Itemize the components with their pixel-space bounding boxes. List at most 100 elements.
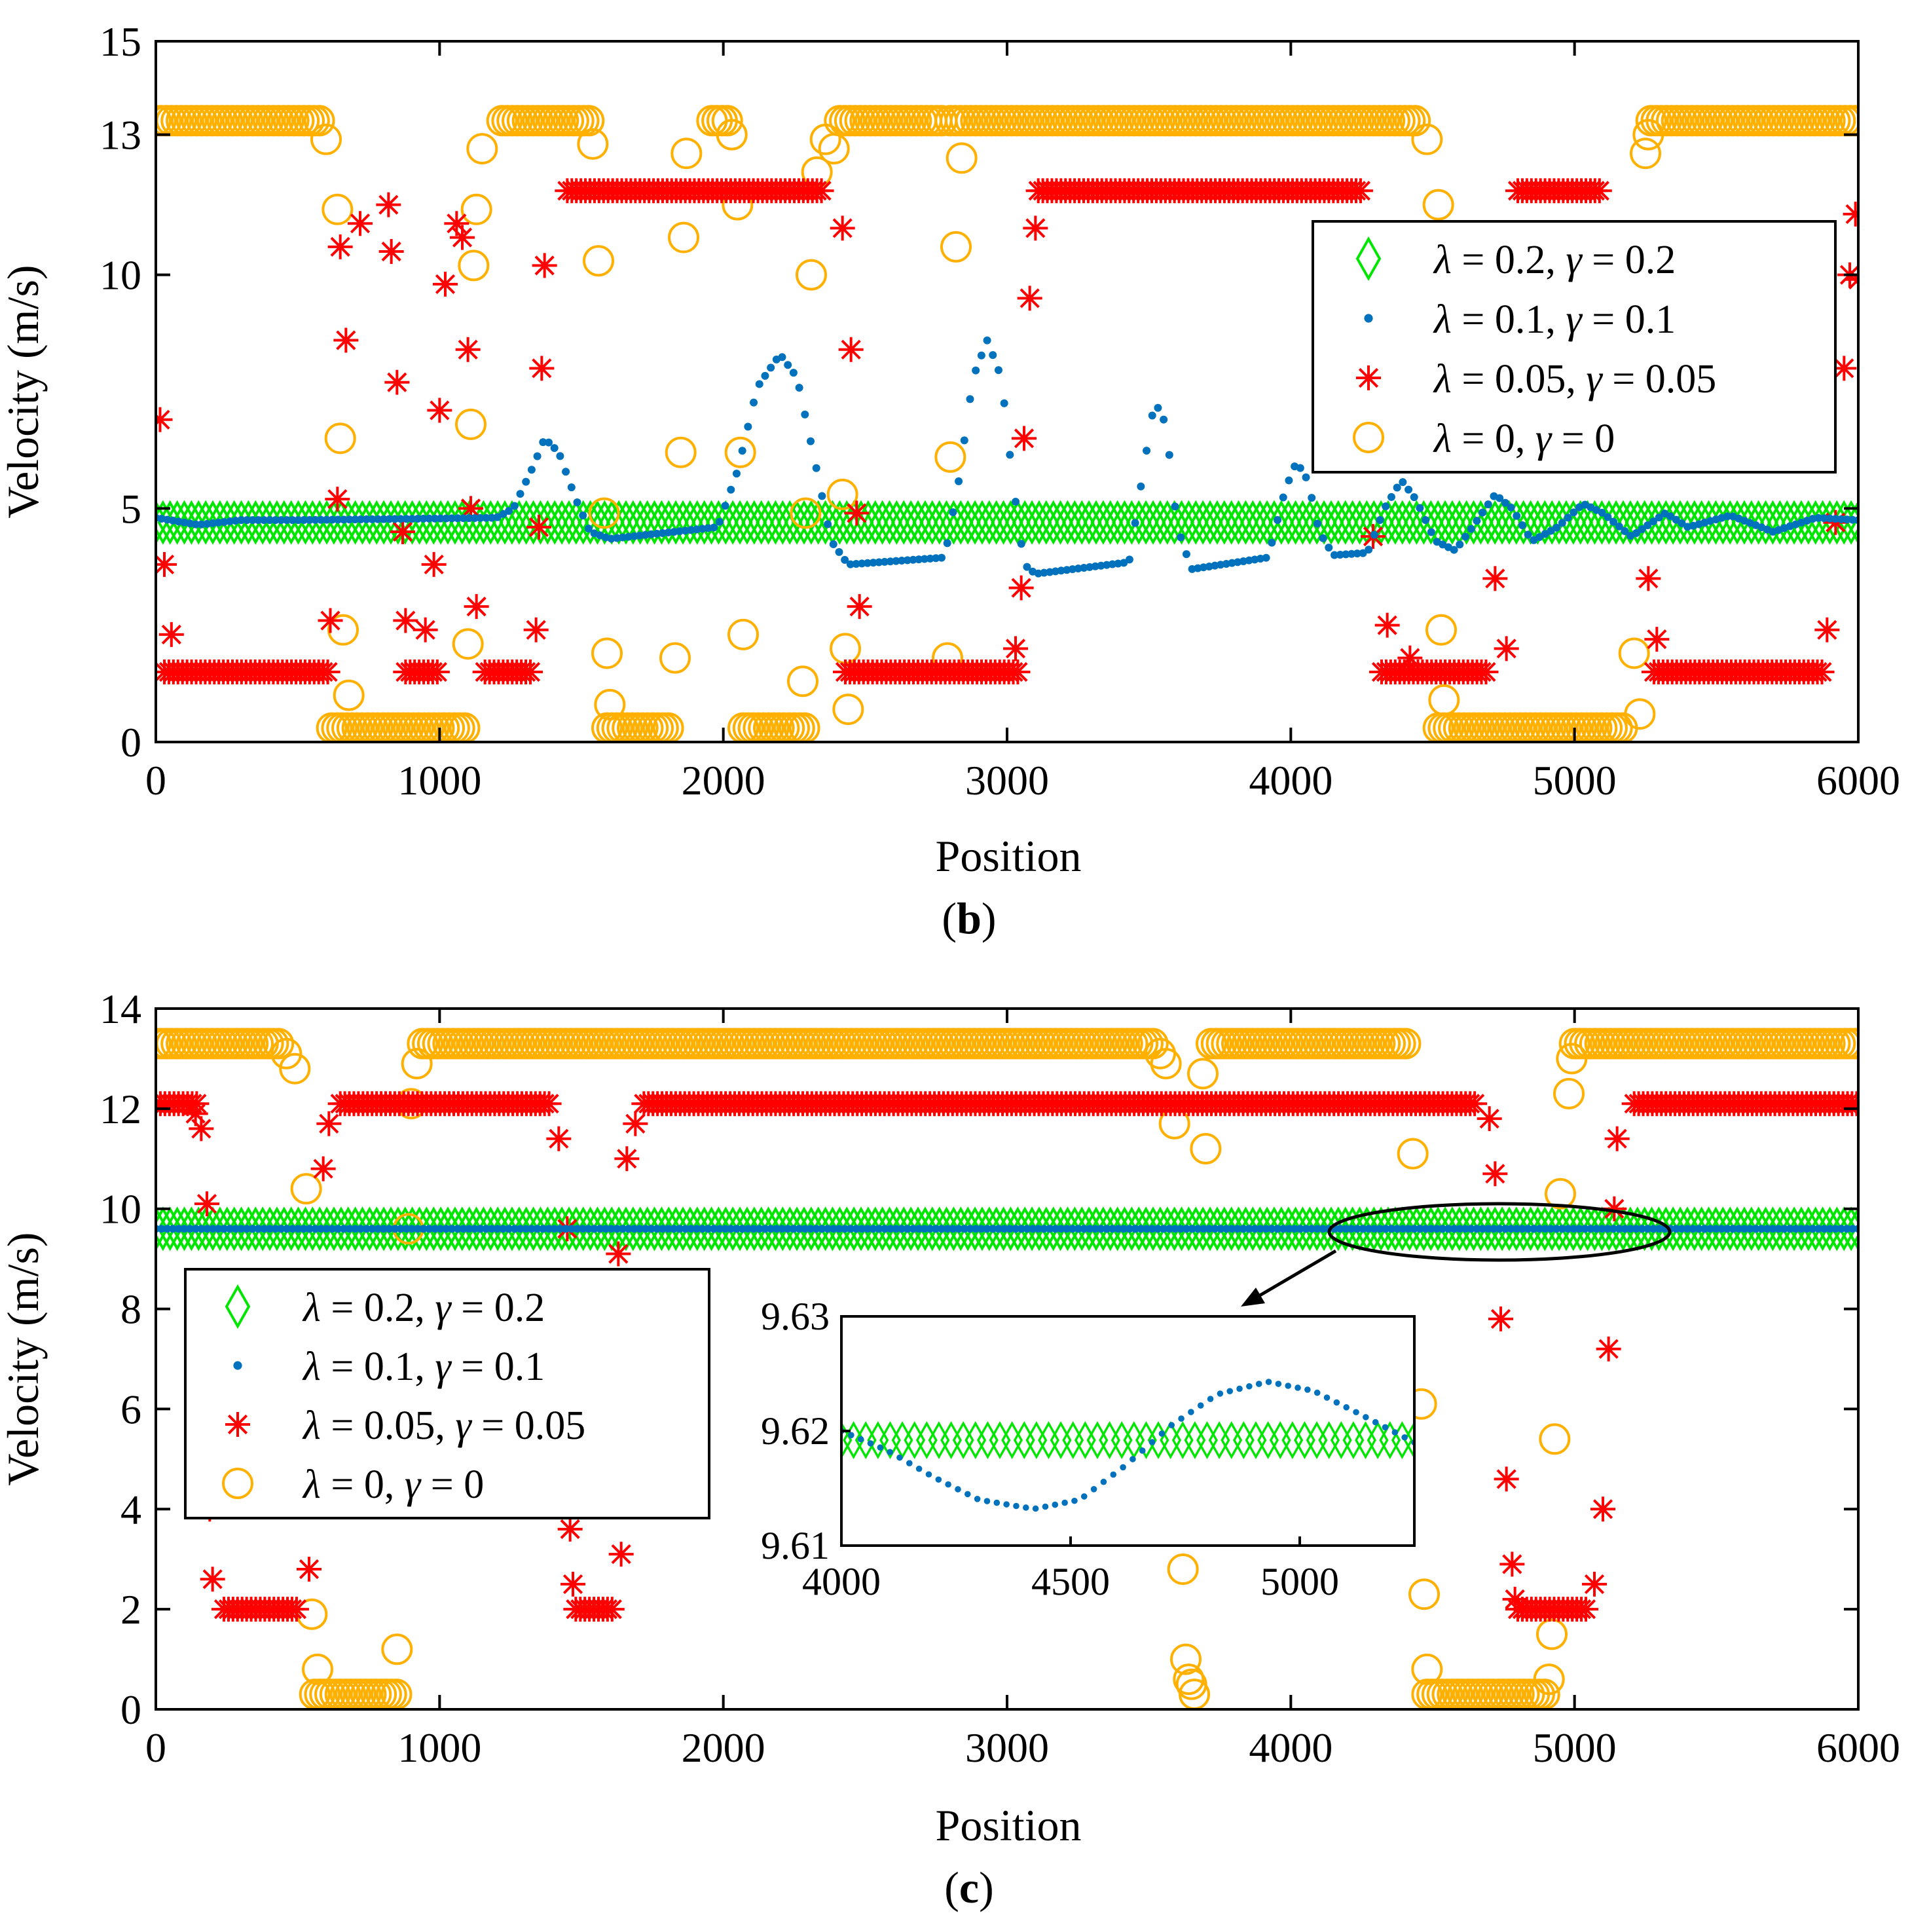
point-b-s02-89: [777, 500, 803, 545]
legend-label-b-s0: λ = 0, γ = 0: [1433, 417, 1615, 461]
point-c-s01-75: [579, 1225, 587, 1233]
point-b-s01-256: [1609, 517, 1618, 526]
point-c-s01-85: [636, 1225, 644, 1233]
point-c-s01-178: [1165, 1225, 1173, 1233]
point-b-s0-326: [809, 123, 841, 155]
point-b-s01-203: [1308, 494, 1316, 502]
point-c-s01-54: [459, 1225, 468, 1233]
point-b-s01-48: [425, 514, 433, 523]
point-b-s01-292: [1814, 513, 1823, 522]
point-c-s01-76: [584, 1225, 593, 1233]
caption-b: (b): [942, 893, 996, 943]
point-c-s01-256: [1609, 1225, 1618, 1233]
point-b-s02-186: [1468, 500, 1494, 545]
point-c-s01-122: [846, 1225, 854, 1233]
x-tick-label-c-5: 5000: [1533, 1724, 1617, 1771]
point-c-s01-251: [1581, 1225, 1589, 1233]
point-b-s01-46: [414, 515, 422, 523]
point-c-s01-57: [476, 1225, 485, 1233]
point-c-s01-49: [431, 1225, 439, 1233]
point-b-s01-220: [1405, 485, 1413, 494]
point-b-s01-262: [1644, 521, 1652, 530]
point-c-s01-274: [1712, 1225, 1720, 1233]
point-b-s01-107: [761, 371, 769, 380]
point-b-s01-113: [795, 384, 803, 392]
point-b-s01-156: [1040, 568, 1048, 577]
point-c-s01-29: [317, 1225, 325, 1233]
x-tick-label-b-2: 2000: [682, 757, 765, 804]
point-b-s02-161: [1290, 500, 1315, 545]
inset-x-tick-label-2: 5000: [1260, 1560, 1339, 1603]
point-b-s01-222: [1416, 504, 1424, 512]
point-b-s01-120: [835, 548, 843, 556]
point-c-s01-290: [1803, 1225, 1811, 1233]
point-b-s01-28: [311, 515, 320, 524]
point-b-s0-59: [449, 712, 481, 742]
point-c-s01-136: [926, 1225, 934, 1233]
y-axis-label-c: Velocity (m/s): [0, 1232, 48, 1485]
point-b-s01-84: [630, 532, 638, 540]
point-c-s005-26: [284, 1597, 309, 1622]
point-b-s0-0: [156, 105, 172, 137]
point-b-s01-163: [1080, 563, 1088, 572]
point-c-s01-215: [1376, 1225, 1384, 1233]
point-c-s01-177: [1160, 1225, 1168, 1233]
point-b-s01-111: [784, 361, 792, 369]
point-c-s01-82: [619, 1225, 627, 1233]
point-c-s01-150: [1006, 1225, 1014, 1233]
point-c-s01-52: [448, 1225, 456, 1233]
point-c-s01-200: [1291, 1225, 1299, 1233]
point-b-s01-263: [1649, 517, 1657, 526]
point-b-s02-158: [1268, 500, 1295, 545]
point-b-s02-149: [1204, 500, 1230, 545]
point-c-s01-86: [641, 1225, 650, 1233]
point-b-s01-93: [681, 527, 689, 535]
inset-point-s01-7: [906, 1460, 913, 1466]
point-c-s01-62: [505, 1225, 513, 1233]
point-c-s01-236: [1496, 1225, 1504, 1233]
point-c-s0-333: [1556, 1043, 1588, 1075]
point-b-s0-342: [1632, 119, 1664, 151]
legend-item-b-s0: λ = 0, γ = 0: [1353, 417, 1615, 461]
point-c-s01-203: [1308, 1225, 1316, 1233]
point-b-s01-170: [1120, 559, 1128, 567]
x-tick-label-b-1: 1000: [397, 757, 481, 804]
point-c-s01-159: [1057, 1225, 1065, 1233]
point-b-s01-104: [744, 422, 752, 431]
point-c-s01-9: [203, 1225, 211, 1233]
point-b-s01-240: [1518, 521, 1526, 530]
point-b-s02-74: [670, 500, 696, 545]
point-c-s01-164: [1086, 1225, 1094, 1233]
point-c-s0-309: [302, 1653, 333, 1685]
point-c-s01-18: [254, 1225, 263, 1233]
point-b-s01-27: [305, 515, 314, 524]
point-c-s01-24: [288, 1225, 297, 1233]
inset-point-s01-18: [1013, 1502, 1020, 1510]
point-c-s01-129: [886, 1225, 894, 1233]
point-c-s01-255: [1604, 1225, 1612, 1233]
point-c-s01-250: [1575, 1225, 1583, 1233]
x-tick-label-c-6: 6000: [1816, 1724, 1900, 1771]
point-c-s01-56: [470, 1225, 479, 1233]
point-b-s02-103: [877, 500, 902, 545]
inset-point-s01-8: [915, 1465, 923, 1472]
point-c-s01-113: [795, 1225, 803, 1233]
point-c-s005-356: [1590, 1496, 1615, 1522]
legend-label-c-s005: λ = 0.05, γ = 0.05: [302, 1403, 585, 1448]
point-b-s02-146: [1183, 500, 1209, 545]
point-c-s01-294: [1826, 1225, 1834, 1233]
point-b-s01-239: [1513, 511, 1521, 520]
point-c-s01-105: [750, 1225, 758, 1233]
point-b-s01-141: [955, 477, 963, 485]
point-b-s02-58: [556, 500, 582, 545]
point-b-s01-197: [1274, 516, 1282, 525]
point-c-s01-291: [1809, 1225, 1817, 1233]
point-c-s0-318: [1170, 1643, 1202, 1675]
inset-x-tick-label-0: 4000: [802, 1560, 881, 1603]
point-c-s01-214: [1370, 1225, 1378, 1233]
point-b-s02-121: [1005, 500, 1031, 545]
point-b-s01-231: [1467, 525, 1475, 533]
point-b-s02-87: [763, 500, 788, 545]
inset-point-s01-21: [1042, 1503, 1049, 1510]
